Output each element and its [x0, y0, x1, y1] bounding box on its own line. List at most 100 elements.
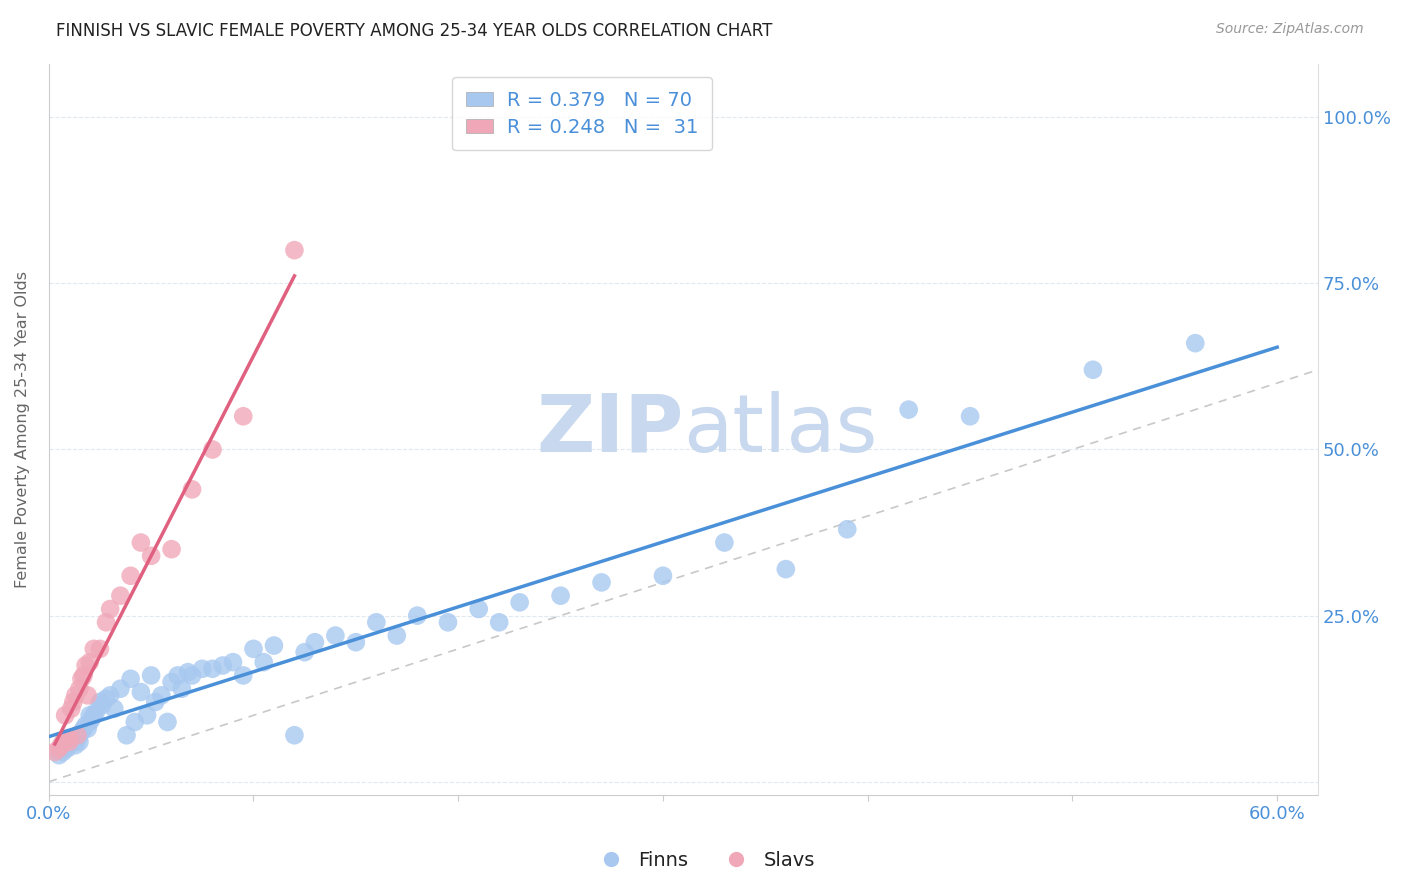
Point	[120, 568, 142, 582]
Point	[53, 708, 76, 723]
Point	[48, 748, 70, 763]
Point	[283, 728, 305, 742]
Point	[98, 602, 121, 616]
Point	[70, 672, 93, 686]
Point	[344, 635, 367, 649]
Point	[60, 701, 83, 715]
Point	[160, 675, 183, 690]
Point	[89, 695, 111, 709]
Point	[253, 655, 276, 669]
Y-axis label: Female Poverty Among 25-34 Year Olds: Female Poverty Among 25-34 Year Olds	[15, 271, 30, 588]
Point	[550, 589, 572, 603]
Point	[222, 655, 245, 669]
Point	[652, 568, 675, 582]
Point	[69, 681, 91, 696]
Point	[80, 712, 103, 726]
Point	[201, 442, 224, 457]
Point	[509, 595, 531, 609]
Point	[129, 535, 152, 549]
Point	[1081, 363, 1104, 377]
Point	[79, 655, 101, 669]
Text: ZIP: ZIP	[536, 391, 683, 468]
Legend: R = 0.379   N = 70, R = 0.248   N =  31: R = 0.379 N = 70, R = 0.248 N = 31	[453, 78, 711, 151]
Point	[124, 714, 146, 729]
Point	[191, 662, 214, 676]
Point	[66, 728, 89, 742]
Point	[437, 615, 460, 630]
Point	[156, 714, 179, 729]
Point	[65, 738, 87, 752]
Point	[58, 738, 80, 752]
Point	[58, 731, 80, 746]
Point	[69, 735, 91, 749]
Point	[110, 681, 132, 696]
Point	[94, 615, 117, 630]
Point	[60, 731, 83, 746]
Legend: Finns, Slavs: Finns, Slavs	[583, 843, 823, 878]
Point	[65, 689, 87, 703]
Point	[69, 728, 91, 742]
Point	[76, 722, 98, 736]
Point	[66, 731, 89, 746]
Point	[242, 641, 264, 656]
Point	[897, 402, 920, 417]
Point	[139, 549, 162, 563]
Point	[72, 722, 94, 736]
Point	[110, 589, 132, 603]
Point	[406, 608, 429, 623]
Point	[72, 668, 94, 682]
Point	[467, 602, 489, 616]
Point	[263, 639, 285, 653]
Point	[52, 735, 75, 749]
Point	[83, 708, 105, 723]
Text: FINNISH VS SLAVIC FEMALE POVERTY AMONG 25-34 YEAR OLDS CORRELATION CHART: FINNISH VS SLAVIC FEMALE POVERTY AMONG 2…	[56, 22, 773, 40]
Point	[44, 745, 66, 759]
Point	[959, 409, 981, 424]
Point	[79, 708, 101, 723]
Point	[62, 735, 84, 749]
Point	[49, 738, 72, 752]
Point	[56, 741, 79, 756]
Point	[58, 735, 80, 749]
Point	[75, 658, 97, 673]
Point	[1184, 336, 1206, 351]
Point	[70, 725, 93, 739]
Point	[98, 689, 121, 703]
Point	[84, 705, 107, 719]
Point	[76, 689, 98, 703]
Point	[52, 745, 75, 759]
Point	[304, 635, 326, 649]
Point	[115, 728, 138, 742]
Point	[62, 695, 84, 709]
Point	[56, 731, 79, 746]
Point	[170, 681, 193, 696]
Point	[837, 522, 859, 536]
Point	[488, 615, 510, 630]
Point	[58, 735, 80, 749]
Point	[160, 542, 183, 557]
Point	[201, 662, 224, 676]
Point	[211, 658, 233, 673]
Point	[385, 629, 408, 643]
Point	[48, 741, 70, 756]
Point	[120, 672, 142, 686]
Point	[83, 641, 105, 656]
Point	[232, 409, 254, 424]
Point	[232, 668, 254, 682]
Point	[89, 641, 111, 656]
Point	[181, 483, 204, 497]
Point	[139, 668, 162, 682]
Point	[775, 562, 797, 576]
Point	[75, 718, 97, 732]
Point	[103, 701, 125, 715]
Point	[591, 575, 613, 590]
Point	[325, 629, 347, 643]
Point	[294, 645, 316, 659]
Point	[713, 535, 735, 549]
Point	[94, 691, 117, 706]
Point	[91, 698, 114, 713]
Point	[129, 685, 152, 699]
Text: Source: ZipAtlas.com: Source: ZipAtlas.com	[1216, 22, 1364, 37]
Point	[181, 668, 204, 682]
Point	[166, 668, 188, 682]
